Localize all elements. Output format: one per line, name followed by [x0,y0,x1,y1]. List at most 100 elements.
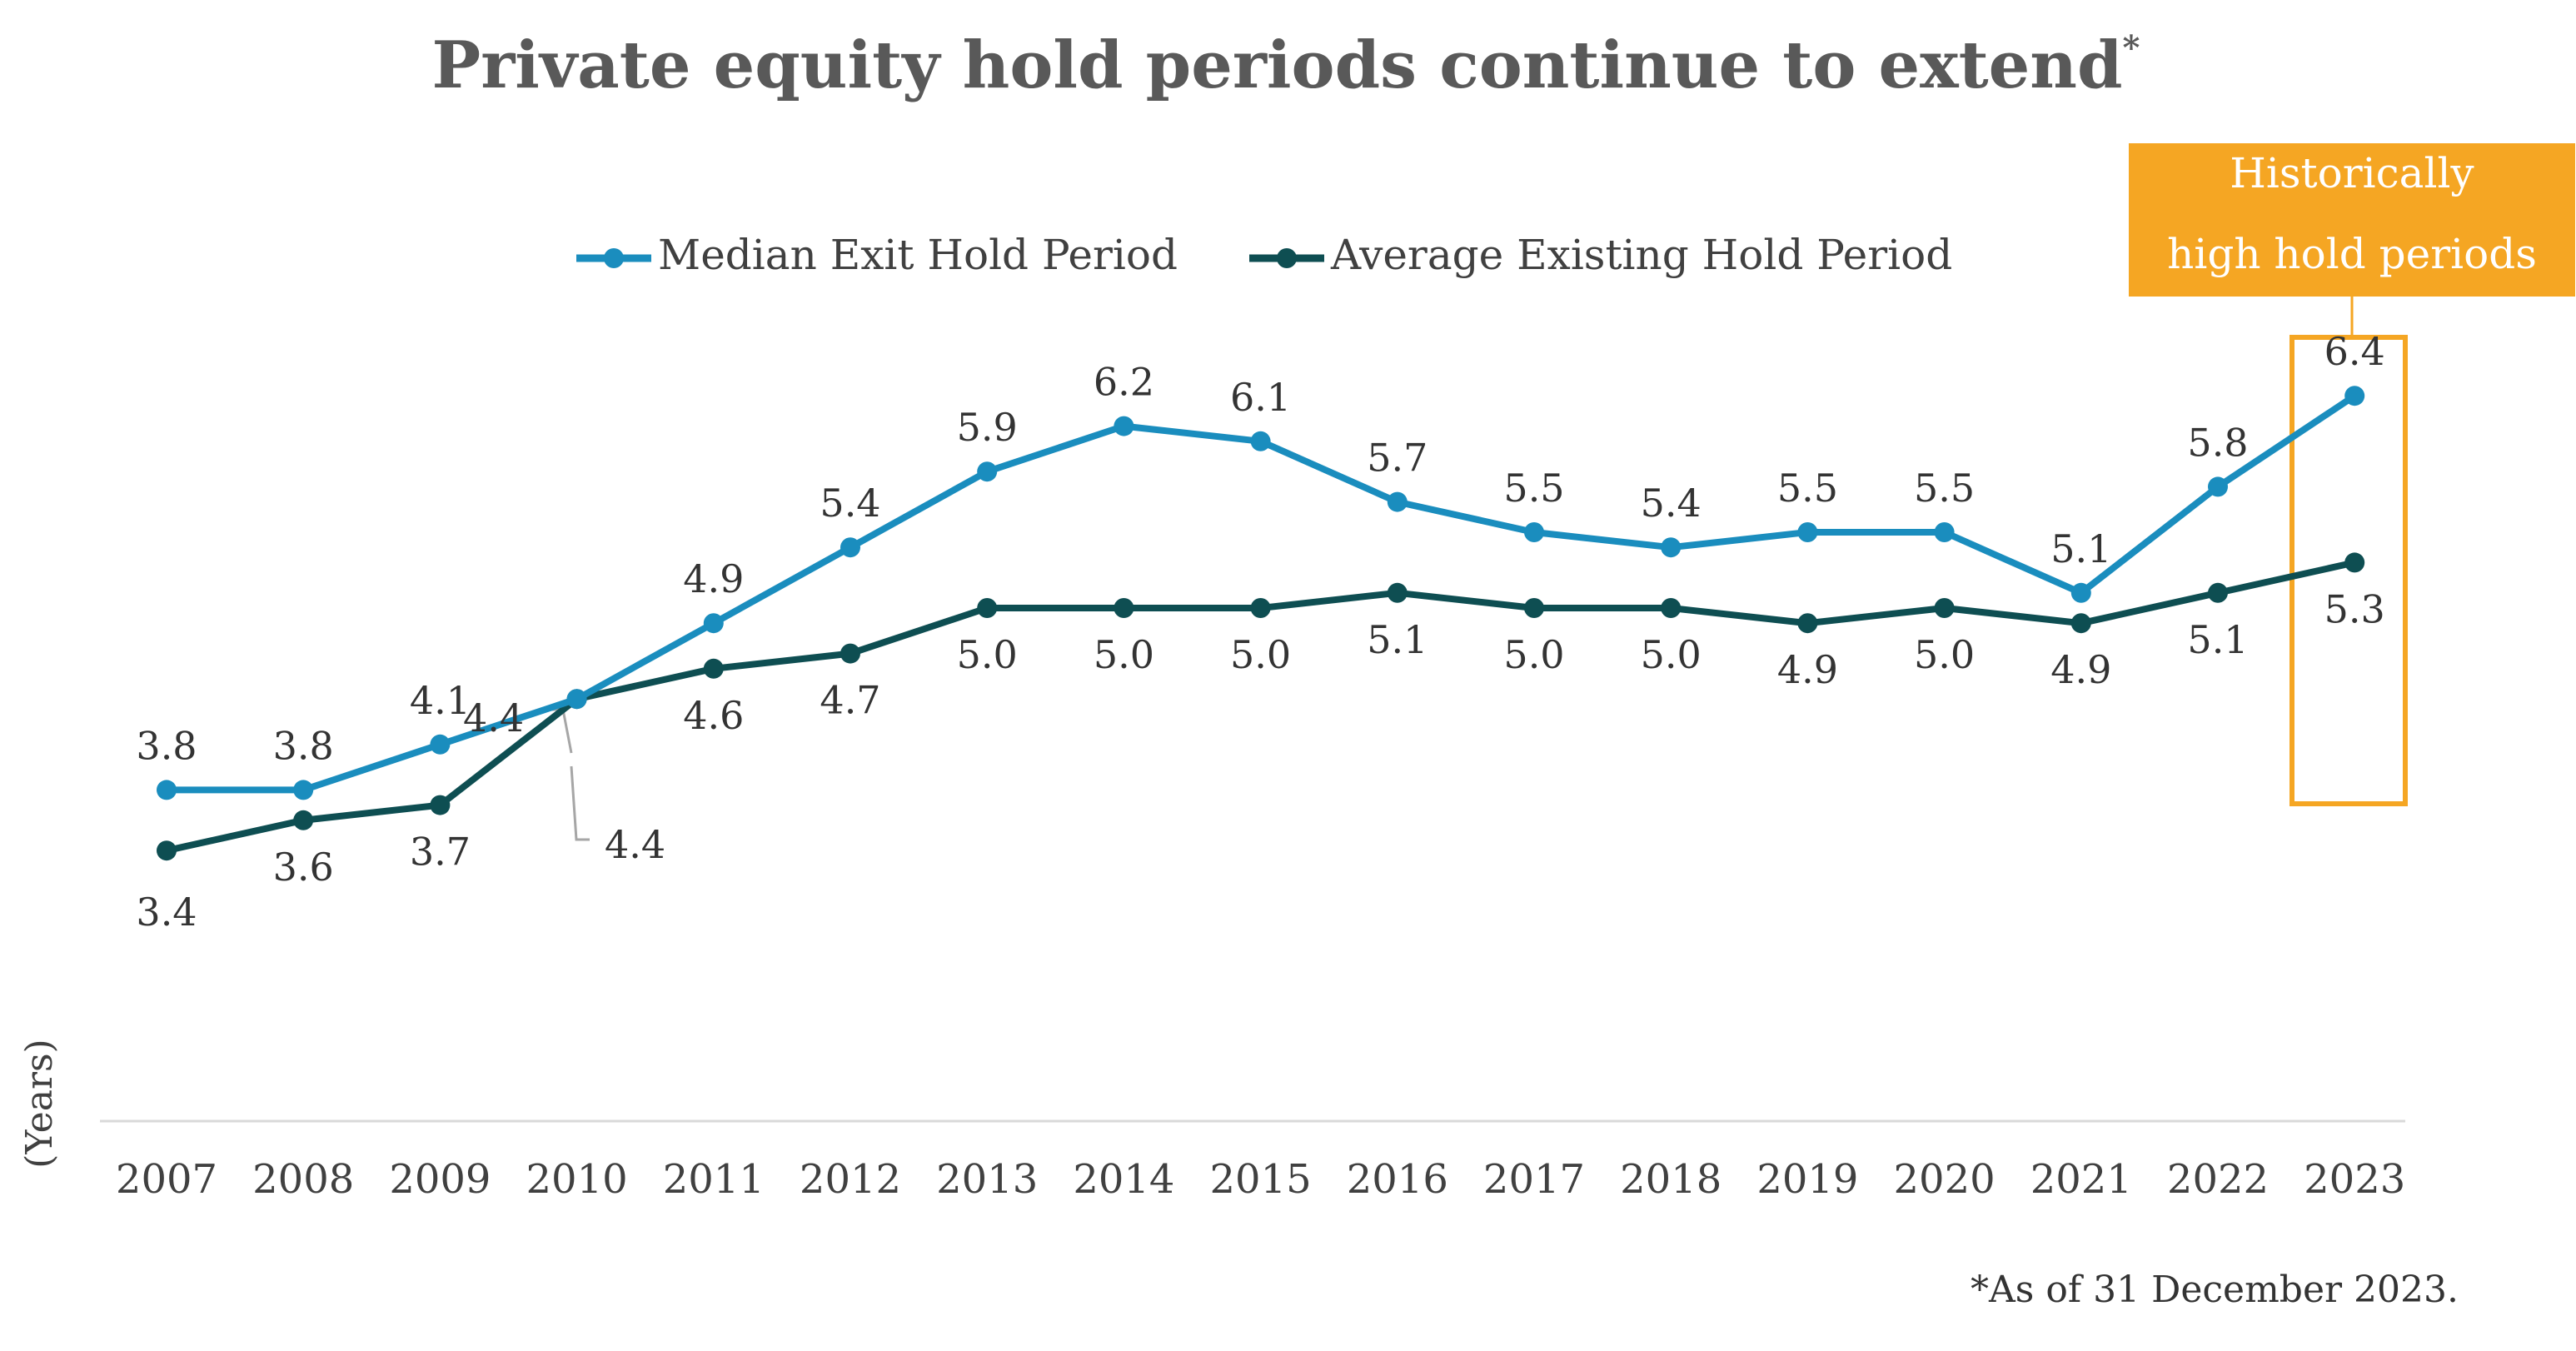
data-label-average: 5.0 [1094,632,1154,677]
x-tick-label: 2012 [800,1156,901,1203]
point-median [2344,386,2365,406]
point-median [566,689,587,710]
chart-title: Private equity hold periods continue to … [432,27,2140,103]
data-label-average: 4.9 [1777,647,1838,692]
x-tick-label: 2018 [1620,1156,1721,1203]
data-label-median: 6.1 [1230,375,1291,420]
point-average [2070,613,2091,634]
series-layer: 3.8 3.84.14.44.95.45.96.2 6.15.75.5 5.4 5.5 5… [136,329,2384,935]
point-average [1797,613,1818,634]
x-tick-label: 2010 [526,1156,628,1203]
point-median [1934,522,1955,542]
data-label-average: 5.0 [957,632,1018,677]
data-label-average: 4.4 [605,822,665,867]
crossing-leaders [546,708,590,841]
x-tick-label: 2013 [936,1156,1038,1203]
x-tick-label: 2021 [2030,1156,2132,1203]
data-label-median: 6.2 [1094,360,1154,405]
point-median [157,780,177,800]
data-label-median: 4.1 [410,678,471,723]
data-label-median: 5.7 [1367,436,1428,481]
point-average [293,810,314,830]
data-label-median: 3.8 [136,723,197,768]
chart-title-marker: * [2123,28,2140,67]
data-label-median: 5.8 [2187,420,2248,465]
point-average [977,598,998,618]
x-tick-label: 2023 [2304,1156,2405,1203]
x-tick-label: 2016 [1347,1156,1448,1203]
point-median [840,537,860,558]
legend-average-label: Average Existing Hold Period [1330,231,1952,279]
legend-average-marker [1277,248,1297,268]
callout-box [2129,143,2575,297]
leader-average-2010 [570,765,590,841]
data-label-median: 6.4 [2324,329,2385,374]
data-label-average: 4.7 [820,678,880,723]
point-average [1114,598,1134,618]
x-tick-label: 2017 [1483,1156,1585,1203]
point-median [2208,476,2228,497]
chart-title-main: Private equity hold periods continue to … [432,27,2123,103]
data-label-median: 5.4 [1641,481,1702,526]
point-average [1661,598,1682,618]
x-axis-ticks: 2007 2008 2009 2010 2011 2012 2013 2014 2015 2016… [116,1156,2405,1203]
x-tick-label: 2015 [1210,1156,1312,1203]
point-average [2344,552,2365,573]
highlight-frame-2023 [2290,335,2408,806]
point-average [1250,598,1271,618]
point-median [1797,522,1818,542]
data-label-median: 5.4 [820,481,880,526]
data-label-average: 5.1 [2187,617,2248,662]
point-median [1524,522,1544,542]
data-label-median: 3.8 [273,723,334,768]
data-label-median: 4.4 [463,695,524,740]
legend-median-marker [604,248,624,268]
point-average [1387,582,1408,603]
x-tick-label: 2007 [116,1156,217,1203]
callout: Historically high hold periods [2129,143,2575,806]
data-label-average: 5.0 [1230,632,1291,677]
data-label-average: 4.6 [683,693,744,738]
point-average [430,795,451,815]
y-axis-label: (Years) [18,1039,61,1168]
point-median [1114,416,1134,436]
data-label-average: 5.3 [2324,586,2385,631]
point-median [1661,537,1682,558]
data-label-average: 3.7 [410,830,471,875]
point-median [703,613,724,634]
x-tick-label: 2008 [252,1156,354,1203]
data-label-average: 5.1 [1367,617,1428,662]
footnote: *As of 31 December 2023. [1971,1269,2459,1311]
data-label-average: 5.0 [1503,632,1564,677]
data-label-median: 5.9 [957,405,1018,450]
data-label-average: 5.0 [1914,632,1975,677]
point-average [1524,598,1544,618]
x-tick-label: 2022 [2167,1156,2269,1203]
point-median [430,734,451,755]
point-median [2070,582,2091,603]
point-median [293,780,314,800]
legend-median-label: Median Exit Hold Period [658,231,1178,279]
data-label-average: 4.9 [2050,647,2111,692]
data-label-average: 5.0 [1641,632,1702,677]
point-average [157,840,177,861]
data-label-median: 4.9 [683,556,744,601]
callout-line-1: Historically [2230,149,2474,197]
x-tick-label: 2020 [1894,1156,1996,1203]
data-label-median: 5.5 [1503,466,1564,511]
data-label-median: 5.1 [2050,526,2111,571]
point-median [1250,431,1271,451]
data-label-median: 5.5 [1914,466,1975,511]
callout-line-2: high hold periods [2167,230,2537,278]
x-tick-label: 2011 [663,1156,765,1203]
point-average [1934,598,1955,618]
x-tick-label: 2014 [1073,1156,1174,1203]
x-tick-label: 2019 [1756,1156,1858,1203]
x-tick-label: 2009 [389,1156,491,1203]
data-label-average: 3.6 [273,845,334,890]
legend: Median Exit Hold Period Average Existing… [576,231,1952,279]
data-label-average: 3.4 [136,890,197,935]
point-average [2208,582,2228,603]
point-average [703,658,724,679]
